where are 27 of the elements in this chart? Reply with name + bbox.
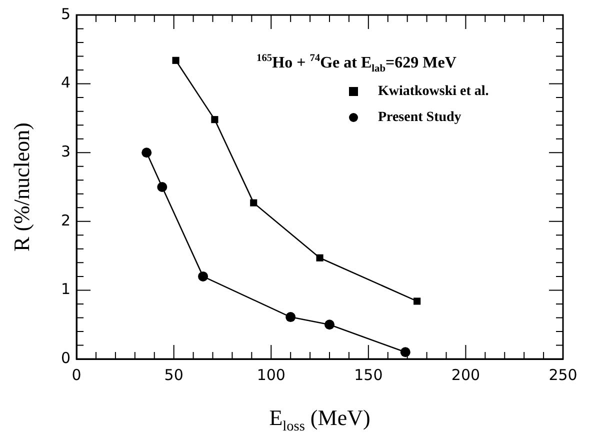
point xyxy=(324,320,334,330)
point xyxy=(211,116,218,124)
point xyxy=(316,254,324,262)
y-axis-title: R (%/nucleon) xyxy=(9,122,35,252)
legend-label: Present Study xyxy=(378,110,462,126)
point xyxy=(142,148,152,158)
y-tick-label: 2 xyxy=(60,211,71,230)
x-axis-title: E$_{loss}$ (MeV) xyxy=(269,405,370,436)
annotation: $^{165}$Ho + $^{74}$Ge at E$_{lab}$=629 MeV xyxy=(256,52,456,74)
point xyxy=(157,182,168,192)
point xyxy=(250,199,258,206)
point xyxy=(198,271,208,282)
x-tick-label: 250 xyxy=(548,366,578,384)
point xyxy=(286,312,296,322)
legend-label: Kwiatkowski et al. xyxy=(378,84,489,100)
y-tick-label: 1 xyxy=(60,280,71,298)
x-tick-label: 150 xyxy=(354,366,383,384)
y-tick-label: 0 xyxy=(60,348,71,367)
x-tick-label: 200 xyxy=(451,366,480,384)
y-tick-label: 5 xyxy=(60,4,71,23)
x-tick-label: 50 xyxy=(164,366,184,384)
y-tick-label: 4 xyxy=(60,74,71,92)
point xyxy=(414,298,421,305)
point xyxy=(172,56,180,64)
point xyxy=(400,347,410,358)
x-tick-label: 100 xyxy=(256,366,286,384)
y-tick-label: 3 xyxy=(60,142,71,160)
